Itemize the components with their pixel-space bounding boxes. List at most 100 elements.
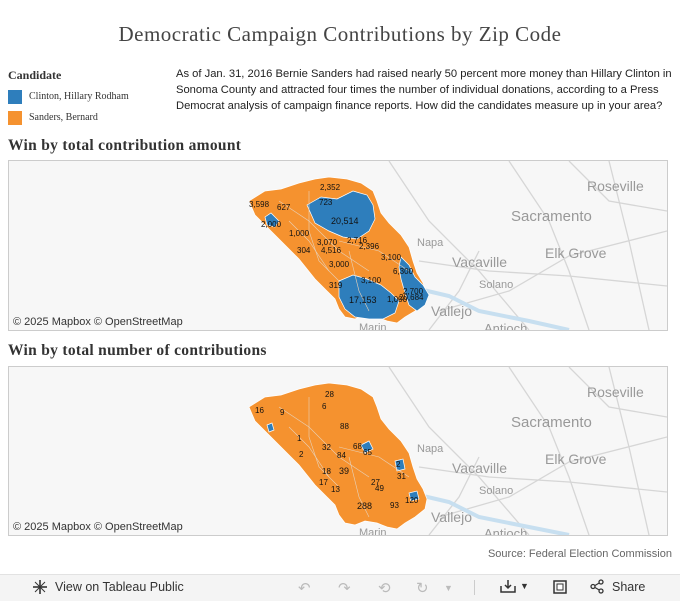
value-label: 3,070 — [317, 238, 338, 247]
fullscreen-button[interactable] — [552, 579, 568, 595]
count-label: 1 — [297, 434, 302, 443]
value-label: 2,000 — [261, 220, 282, 229]
view-on-tableau-label: View on Tableau Public — [55, 580, 184, 594]
section-title-count: Win by total number of contributions — [8, 342, 267, 359]
legend-title: Candidate — [8, 68, 62, 82]
count-label: 31 — [397, 472, 406, 481]
value-label: 3,598 — [249, 200, 270, 209]
share-label: Share — [612, 579, 646, 594]
place-vacaville: Vacaville — [452, 254, 507, 270]
revert-icon[interactable]: ⟲ — [378, 580, 391, 597]
count-label: 18 — [322, 467, 331, 476]
legend-item-clinton[interactable]: Clinton, Hillary Rodham — [8, 86, 129, 107]
value-label: 304 — [297, 246, 311, 255]
fullscreen-icon — [553, 580, 567, 594]
count-label: 2 — [396, 460, 401, 469]
count-label: 2 — [299, 450, 304, 459]
place-napa: Napa — [417, 443, 444, 455]
legend-label-sanders: Sanders, Bernard — [29, 112, 98, 123]
download-button[interactable]: ▼ — [500, 579, 529, 593]
toolbar-divider — [474, 580, 475, 595]
redo-icon[interactable]: ↷ — [338, 580, 351, 597]
share-button[interactable]: Share — [590, 579, 645, 594]
value-label: 319 — [329, 281, 343, 290]
count-label: 65 — [363, 448, 372, 457]
tableau-logo-icon — [33, 580, 47, 594]
count-label: 84 — [337, 451, 346, 460]
value-label: 627 — [277, 203, 291, 212]
clinton-swatch — [8, 89, 22, 104]
count-label: 16 — [255, 406, 264, 415]
place-marin: Marin — [359, 322, 387, 330]
share-icon — [590, 579, 604, 594]
value-label: 2,396 — [359, 242, 380, 251]
intro-text: As of Jan. 31, 2016 Bernie Sanders had r… — [176, 68, 672, 112]
place-antioch: Antioch — [484, 321, 527, 330]
count-label: 27 — [371, 478, 380, 487]
value-label: 2,700 — [403, 287, 424, 296]
clinton-region-small[interactable] — [360, 440, 374, 454]
value-label: 4,516 — [321, 246, 342, 255]
value-label: 17,153 — [349, 295, 377, 305]
value-label: 1,000 — [289, 229, 310, 238]
place-marin: Marin — [359, 527, 387, 535]
count-label: 17 — [319, 478, 328, 487]
count-label: 288 — [357, 501, 372, 511]
clinton-region-east[interactable] — [398, 256, 430, 312]
tableau-toolbar: View on Tableau Public ↶ ↷ ⟲ ↻ ▼ ▼ Share — [0, 574, 680, 601]
value-label: 2,352 — [320, 183, 341, 192]
place-vallejo: Vallejo — [431, 303, 472, 319]
place-elk-grove: Elk Grove — [545, 451, 607, 467]
clinton-region-north[interactable] — [306, 190, 376, 240]
place-napa: Napa — [417, 237, 444, 249]
clinton-region-west[interactable] — [264, 212, 280, 228]
place-vallejo: Vallejo — [431, 509, 472, 525]
download-dropdown-icon: ▼ — [520, 581, 529, 591]
legend: Candidate Clinton, Hillary Rodham Sander… — [8, 68, 129, 128]
count-label: 39 — [339, 466, 349, 476]
map-attribution: © 2025 Mapbox © OpenStreetMap — [13, 521, 183, 533]
legend-item-sanders[interactable]: Sanders, Bernard — [8, 107, 129, 128]
count-label: 93 — [390, 501, 399, 510]
place-elk-grove: Elk Grove — [545, 245, 607, 261]
value-label: 3,000 — [329, 260, 350, 269]
value-label: 723 — [319, 198, 333, 207]
clinton-region-small[interactable] — [266, 422, 275, 433]
count-label: 68 — [353, 442, 362, 451]
place-vacaville: Vacaville — [452, 460, 507, 476]
count-label: 6 — [322, 402, 327, 411]
map-count[interactable]: Roseville Sacramento Elk Grove Vacaville… — [8, 366, 668, 536]
map-attribution: © 2025 Mapbox © OpenStreetMap — [13, 316, 183, 328]
page-title: Democratic Campaign Contributions by Zip… — [118, 22, 562, 46]
source-note: Source: Federal Election Commission — [487, 548, 672, 560]
place-antioch: Antioch — [484, 526, 527, 535]
count-label: 32 — [322, 443, 331, 452]
count-label: 9 — [280, 408, 285, 417]
section-title-amount: Win by total contribution amount — [8, 137, 242, 154]
map-amount[interactable]: Roseville Sacramento Elk Grove Vacaville… — [8, 160, 668, 331]
place-solano: Solano — [479, 279, 513, 291]
download-icon — [500, 580, 516, 593]
value-label: 20,684 — [399, 293, 424, 302]
value-label: 1,000 — [387, 295, 408, 304]
view-on-tableau-button[interactable]: View on Tableau Public — [32, 579, 184, 595]
count-label: 28 — [325, 390, 334, 399]
place-roseville: Roseville — [587, 178, 644, 194]
legend-label-clinton: Clinton, Hillary Rodham — [29, 91, 129, 102]
sanders-swatch — [8, 110, 22, 125]
place-solano: Solano — [479, 485, 513, 497]
count-label: 49 — [375, 484, 384, 493]
undo-icon[interactable]: ↶ — [298, 580, 311, 597]
count-label: 13 — [331, 485, 340, 494]
clinton-region-small[interactable] — [394, 458, 406, 472]
clinton-region-small[interactable] — [408, 490, 420, 502]
value-label: 3,100 — [381, 253, 402, 262]
refresh-dropdown-icon[interactable]: ▼ — [444, 583, 453, 593]
count-label: 88 — [340, 422, 349, 431]
clinton-region-south[interactable] — [338, 274, 400, 320]
value-label: 6,300 — [393, 267, 414, 276]
place-sacramento: Sacramento — [511, 208, 592, 225]
refresh-icon[interactable]: ↻ — [416, 580, 429, 597]
place-roseville: Roseville — [587, 384, 644, 400]
count-label: 120 — [405, 496, 419, 505]
